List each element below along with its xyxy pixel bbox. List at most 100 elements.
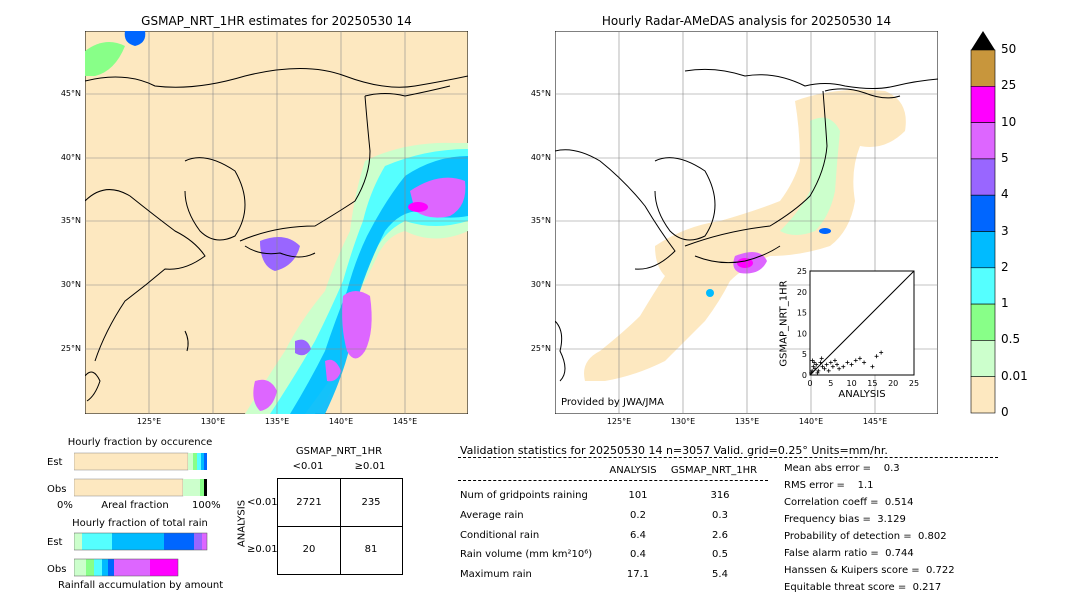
fraction-occ-title: Hourly fraction by occurence	[67, 437, 213, 448]
scatter-x-tick: 10	[847, 379, 857, 388]
scatter-point	[810, 358, 815, 363]
scatter-point	[845, 360, 850, 365]
scatter-x-tick: 0	[807, 379, 812, 388]
stat-label: Maximum rain	[460, 569, 532, 580]
right-lat-label: 25°N	[530, 344, 551, 353]
left-map-title: GSMAP_NRT_1HR estimates for 20250530 14	[141, 14, 412, 28]
scatter-x-ticks: 0 5 10 15 20 25	[807, 379, 919, 388]
fraction-axis-left: 0%	[57, 500, 73, 511]
scatter-point	[819, 356, 824, 361]
scatter-point	[832, 358, 837, 363]
right-coverage	[584, 89, 906, 381]
contingency-cell: 20	[302, 544, 316, 555]
stat-analysis: 0.2	[630, 510, 646, 521]
scatter-y-ticks: 0 5 10 15 20 25	[797, 267, 807, 380]
right-lon-label: 130°E	[670, 417, 696, 426]
right-lon-label: 135°E	[734, 417, 760, 426]
validation-header: Validation statistics for 20250530 14 n=…	[460, 444, 888, 457]
validation-divider	[458, 480, 768, 481]
scatter-point	[812, 360, 817, 365]
fraction-occ-bars	[74, 452, 207, 497]
left-lon-label: 145°E	[392, 417, 418, 426]
scatter-point	[814, 362, 819, 367]
contingency-col2: ≥0.01	[354, 461, 386, 472]
scatter-point	[837, 366, 842, 371]
score-line: Mean abs error = 0.3	[784, 463, 900, 474]
fraction-axis-mid: Areal fraction	[101, 500, 169, 511]
scatter-point	[809, 370, 814, 375]
scatter-y-tick: 10	[797, 329, 807, 338]
right-lat-label: 40°N	[530, 153, 551, 162]
stat-label: Rain volume (mm km²10⁶)	[460, 549, 593, 560]
colorbar-cell	[970, 231, 996, 269]
scatter-point	[828, 360, 833, 365]
colorbar-label: 3	[1001, 223, 1009, 238]
left-lon-label: 140°E	[328, 417, 354, 426]
colorbar-cell	[970, 376, 996, 414]
obs-label: Obs	[47, 564, 67, 575]
contingency-cell: 235	[361, 497, 381, 508]
scatter-point	[849, 362, 854, 367]
stat-label: Conditional rain	[460, 530, 540, 541]
scatter-y-tick: 15	[797, 309, 807, 318]
right-lat-label: 30°N	[530, 280, 551, 289]
colorbar-cell	[970, 49, 996, 87]
contingency-title: GSMAP_NRT_1HR	[295, 446, 383, 457]
colorbar-label: 50	[1001, 42, 1017, 56]
stat-analysis: 0.4	[630, 549, 646, 560]
scatter-point	[857, 356, 862, 361]
colorbar-label: 25	[1001, 78, 1017, 93]
scatter-point	[820, 364, 825, 369]
scatter-point	[853, 358, 858, 363]
score-line: Probability of detection = 0.802	[784, 531, 947, 542]
contingency-row2: ≥0.01	[247, 544, 278, 555]
left-map-grid	[85, 31, 468, 414]
fraction-total-bars	[74, 532, 208, 577]
colorbar-cell	[970, 340, 996, 377]
colorbar-cells	[970, 49, 996, 414]
right-lat-label: 45°N	[530, 89, 551, 98]
est-label: Est	[47, 537, 63, 548]
contingency-grid: 2721 235 20 81	[277, 478, 403, 575]
stat-analysis: 101	[628, 490, 648, 501]
scatter-point	[818, 360, 823, 365]
scatter-point	[879, 350, 884, 355]
colorbar-cell	[970, 122, 996, 160]
colorbar-cell	[970, 303, 996, 341]
scatter-point	[841, 364, 846, 369]
stat-label: Num of gridpoints raining	[460, 490, 588, 501]
contingency-side: ANALYSIS	[236, 499, 248, 548]
right-map	[555, 31, 938, 414]
scatter-point	[835, 362, 840, 367]
fraction-axis-right: 100%	[192, 500, 221, 511]
fraction-footer: Rainfall accumulation by amount	[58, 580, 224, 591]
scatter-point	[862, 360, 867, 365]
scatter-y-tick: 25	[797, 267, 807, 276]
contingency-cell: 81	[364, 544, 378, 555]
scatter-diagonal	[809, 270, 915, 376]
score-line: Correlation coeff = 0.514	[784, 497, 914, 508]
scatter-point	[811, 364, 816, 369]
colorbar-label: 0.5	[1001, 332, 1021, 347]
scatter-ylabel: GSMAP_NRT_1HR	[778, 280, 790, 367]
left-lon-label: 125°E	[136, 417, 162, 426]
colorbar-label: 2	[1001, 259, 1009, 274]
scatter-point	[830, 364, 835, 369]
stat-gsmap: 0.5	[712, 549, 728, 560]
stat-gsmap: 316	[710, 490, 730, 501]
colorbar	[970, 31, 996, 414]
col-analysis: ANALYSIS	[609, 465, 657, 476]
colorbar-label: 1	[1001, 296, 1009, 311]
colorbar-arrow	[971, 31, 995, 50]
scatter-xlabel: ANALYSIS	[838, 389, 886, 400]
scatter-point	[816, 368, 821, 373]
colorbar-label: 5	[1001, 150, 1009, 165]
right-map-title: Hourly Radar-AMeDAS analysis for 2025053…	[601, 14, 892, 28]
fraction-total-title: Hourly fraction of total rain	[72, 518, 208, 529]
stat-analysis: 17.1	[626, 569, 650, 580]
left-lat-label: 45°N	[60, 89, 81, 98]
scatter-point	[824, 362, 829, 367]
scatter-point	[826, 368, 831, 373]
stat-gsmap: 5.4	[712, 569, 728, 580]
scatter-x-tick: 5	[828, 379, 833, 388]
